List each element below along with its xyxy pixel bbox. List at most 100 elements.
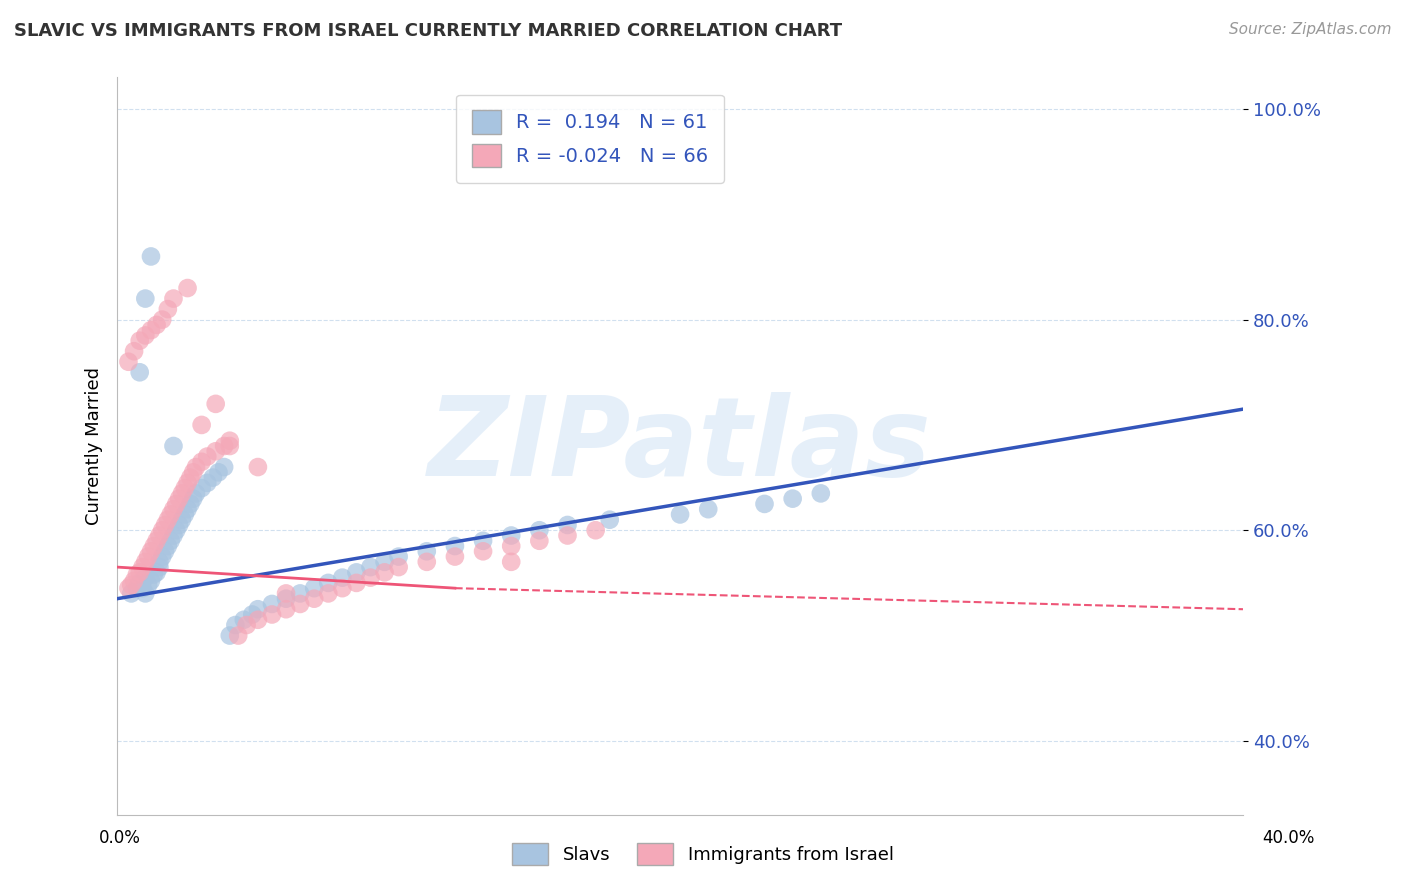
Point: [212, 460, 235, 475]
Point: [224, 618, 246, 632]
Point: [190, 455, 212, 469]
Point: [360, 571, 382, 585]
Point: [131, 581, 153, 595]
Point: [501, 555, 523, 569]
Point: [246, 602, 269, 616]
Point: [128, 566, 150, 580]
Point: [134, 555, 156, 569]
Point: [117, 355, 139, 369]
Point: [170, 486, 193, 500]
Point: [136, 578, 159, 592]
Point: [388, 560, 411, 574]
Point: [120, 586, 142, 600]
Point: [190, 417, 212, 432]
Point: [190, 481, 212, 495]
Point: [179, 497, 201, 511]
Text: ZIPatlas: ZIPatlas: [429, 392, 932, 500]
Point: [162, 502, 184, 516]
Text: 0.0%: 0.0%: [98, 829, 141, 847]
Point: [128, 575, 150, 590]
Point: [444, 539, 467, 553]
Point: [153, 544, 176, 558]
Point: [754, 497, 776, 511]
Point: [599, 513, 621, 527]
Point: [125, 581, 148, 595]
Point: [529, 523, 551, 537]
Point: [156, 302, 179, 317]
Point: [165, 523, 187, 537]
Point: [167, 518, 190, 533]
Point: [150, 549, 173, 564]
Point: [139, 544, 162, 558]
Point: [204, 444, 226, 458]
Point: [117, 581, 139, 595]
Point: [529, 533, 551, 548]
Point: [153, 518, 176, 533]
Point: [302, 591, 325, 606]
Point: [388, 549, 411, 564]
Point: [557, 518, 579, 533]
Point: [122, 574, 145, 588]
Point: [176, 502, 198, 516]
Legend: Slavs, Immigrants from Israel: Slavs, Immigrants from Israel: [503, 834, 903, 874]
Point: [170, 513, 193, 527]
Point: [131, 560, 153, 574]
Point: [260, 607, 283, 622]
Point: [810, 486, 832, 500]
Text: 40.0%: 40.0%: [1263, 829, 1315, 847]
Point: [181, 466, 204, 480]
Point: [176, 475, 198, 490]
Point: [246, 613, 269, 627]
Point: [159, 508, 181, 522]
Text: SLAVIC VS IMMIGRANTS FROM ISRAEL CURRENTLY MARRIED CORRELATION CHART: SLAVIC VS IMMIGRANTS FROM ISRAEL CURRENT…: [14, 22, 842, 40]
Point: [204, 397, 226, 411]
Point: [148, 528, 170, 542]
Point: [173, 508, 195, 522]
Point: [501, 539, 523, 553]
Point: [156, 539, 179, 553]
Point: [444, 549, 467, 564]
Point: [501, 528, 523, 542]
Point: [184, 460, 207, 475]
Point: [134, 571, 156, 585]
Point: [184, 486, 207, 500]
Point: [344, 566, 367, 580]
Point: [260, 597, 283, 611]
Point: [159, 533, 181, 548]
Point: [274, 591, 297, 606]
Y-axis label: Currently Married: Currently Married: [86, 367, 103, 525]
Point: [472, 544, 495, 558]
Point: [167, 491, 190, 506]
Point: [195, 450, 218, 464]
Point: [162, 439, 184, 453]
Point: [782, 491, 804, 506]
Point: [344, 575, 367, 590]
Text: Source: ZipAtlas.com: Source: ZipAtlas.com: [1229, 22, 1392, 37]
Point: [274, 602, 297, 616]
Point: [179, 470, 201, 484]
Point: [374, 566, 396, 580]
Point: [145, 533, 167, 548]
Point: [232, 613, 254, 627]
Point: [162, 292, 184, 306]
Point: [697, 502, 720, 516]
Point: [128, 365, 150, 379]
Point: [162, 528, 184, 542]
Point: [139, 323, 162, 337]
Point: [134, 586, 156, 600]
Point: [148, 555, 170, 569]
Point: [150, 523, 173, 537]
Point: [374, 555, 396, 569]
Point: [120, 578, 142, 592]
Point: [176, 281, 198, 295]
Point: [125, 567, 148, 582]
Point: [416, 544, 439, 558]
Point: [218, 434, 240, 448]
Point: [134, 328, 156, 343]
Point: [142, 567, 165, 582]
Point: [288, 586, 311, 600]
Point: [240, 607, 263, 622]
Point: [156, 513, 179, 527]
Point: [139, 250, 162, 264]
Point: [557, 528, 579, 542]
